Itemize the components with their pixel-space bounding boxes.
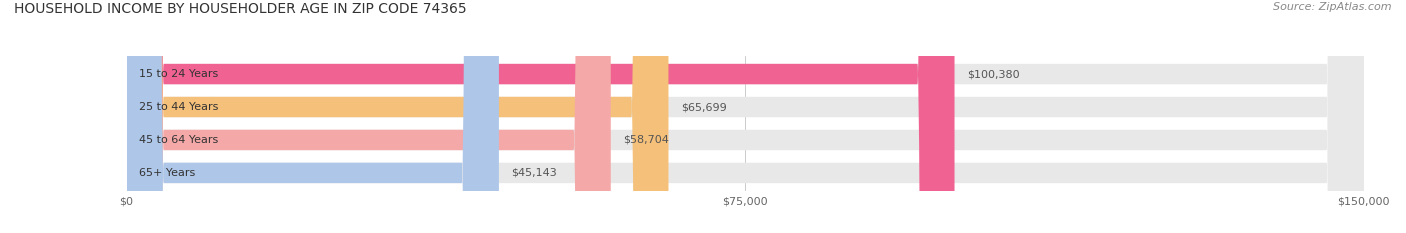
Text: 65+ Years: 65+ Years: [139, 168, 195, 178]
FancyBboxPatch shape: [127, 0, 668, 233]
Text: HOUSEHOLD INCOME BY HOUSEHOLDER AGE IN ZIP CODE 74365: HOUSEHOLD INCOME BY HOUSEHOLDER AGE IN Z…: [14, 2, 467, 16]
FancyBboxPatch shape: [127, 0, 610, 233]
Text: Source: ZipAtlas.com: Source: ZipAtlas.com: [1274, 2, 1392, 12]
FancyBboxPatch shape: [127, 0, 1364, 233]
FancyBboxPatch shape: [127, 0, 955, 233]
FancyBboxPatch shape: [127, 0, 1364, 233]
Text: 45 to 64 Years: 45 to 64 Years: [139, 135, 218, 145]
FancyBboxPatch shape: [127, 0, 1364, 233]
Text: $65,699: $65,699: [681, 102, 727, 112]
Text: $100,380: $100,380: [967, 69, 1019, 79]
Text: $45,143: $45,143: [512, 168, 557, 178]
FancyBboxPatch shape: [127, 0, 1364, 233]
Text: 25 to 44 Years: 25 to 44 Years: [139, 102, 218, 112]
Text: 15 to 24 Years: 15 to 24 Years: [139, 69, 218, 79]
Text: $58,704: $58,704: [623, 135, 669, 145]
FancyBboxPatch shape: [127, 0, 499, 233]
